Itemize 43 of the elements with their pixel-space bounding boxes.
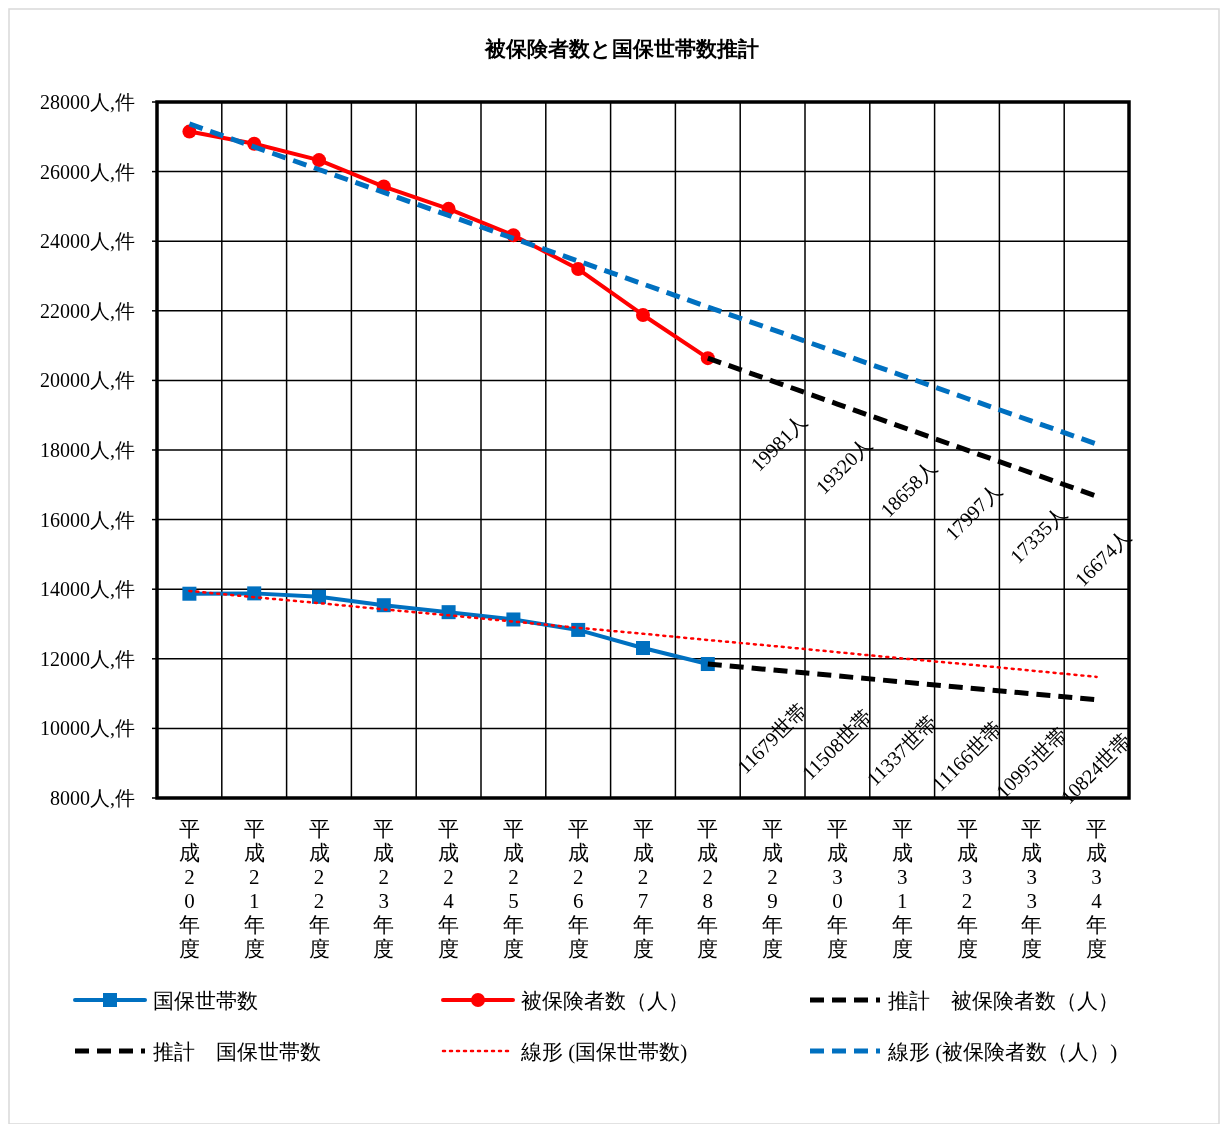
x-tick: 平成25年度 (502, 817, 524, 961)
y-tick-label: 16000人,件 (40, 508, 135, 531)
y-tick-label: 28000人,件 (40, 91, 135, 113)
point (636, 641, 650, 656)
point (247, 586, 262, 601)
x-tick: 平成23年度 (373, 817, 395, 961)
point (571, 262, 586, 277)
point (441, 605, 456, 620)
point (636, 307, 650, 322)
x-tick: 平成20年度 (178, 817, 200, 961)
x-tick: 平成27年度 (632, 817, 654, 961)
legend-label: 推計 被保険者数（人） (888, 989, 1119, 1013)
x-tick: 平成29年度 (762, 817, 784, 961)
point (312, 153, 326, 168)
y-tick-label: 26000人,件 (40, 160, 135, 183)
legend-label: 国保世帯数 (153, 989, 258, 1013)
x-tick: 平成30年度 (826, 817, 848, 961)
x-tick: 平成21年度 (243, 817, 265, 961)
x-tick: 平成28年度 (697, 817, 719, 961)
point (182, 586, 197, 601)
y-tick-label: 24000人,件 (40, 230, 135, 253)
point (571, 622, 586, 637)
point (312, 589, 326, 604)
y-tick-label: 20000人,件 (40, 369, 135, 392)
x-tick: 平成24年度 (438, 817, 460, 961)
x-tick: 平成22年度 (308, 817, 330, 961)
y-tick-label: 10000人,件 (40, 717, 135, 740)
x-tick: 平成33年度 (1021, 817, 1043, 961)
legend-label: 被保険者数（人） (521, 989, 689, 1013)
x-tick: 平成31年度 (891, 817, 913, 961)
y-tick-label: 12000人,件 (40, 647, 135, 670)
x-tick: 平成26年度 (567, 817, 589, 961)
y-tick-label: 8000人,件 (50, 787, 135, 809)
legend-label: 線形 (国保世帯数) (520, 1040, 688, 1064)
point (506, 612, 521, 627)
y-tick-label: 22000人,件 (40, 299, 135, 322)
y-tick-label: 14000人,件 (40, 578, 135, 601)
x-tick: 平成32年度 (956, 817, 978, 961)
y-tick-label: 18000人,件 (40, 439, 135, 461)
title: 被保険者数と国保世帯数推計 (485, 37, 759, 61)
legend-label: 線形 (被保険者数（人）) (887, 1040, 1118, 1064)
legend-label: 推計 国保世帯数 (153, 1040, 321, 1064)
x-tick: 平成34年度 (1086, 817, 1108, 961)
